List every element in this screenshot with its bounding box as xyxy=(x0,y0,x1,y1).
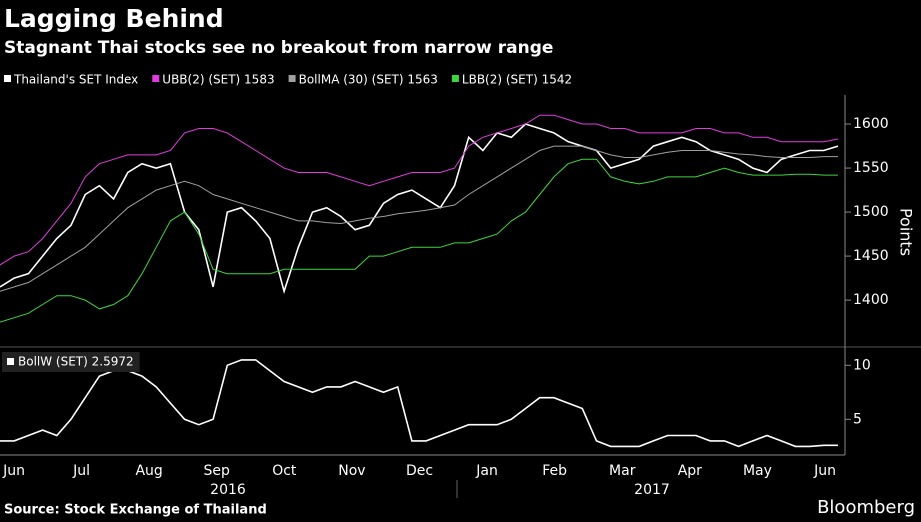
x-tick-label: Sep xyxy=(204,463,231,479)
x-tick-label: Apr xyxy=(678,463,702,479)
legend-label: LBB(2) (SET) 1542 xyxy=(462,73,572,87)
y-tick-label: 1450 xyxy=(853,248,889,264)
chart-title: Lagging Behind xyxy=(4,4,224,33)
x-tick-label: Nov xyxy=(338,463,365,479)
brand: Bloomberg xyxy=(817,497,915,518)
legend-swatch xyxy=(451,75,459,82)
x-tick-label: Jun xyxy=(813,463,836,479)
x-tick-label: Jan xyxy=(475,463,498,479)
y-tick-label: 1550 xyxy=(853,160,889,176)
y-axis-title: Points xyxy=(897,208,916,256)
legend-swatch xyxy=(152,75,160,82)
legend-label: BollMA (30) (SET) 1563 xyxy=(299,73,438,87)
x-year-label: 2016 xyxy=(210,482,246,498)
y-tick-label: 1400 xyxy=(853,292,889,308)
x-tick-label: Aug xyxy=(135,463,162,479)
series-line xyxy=(0,145,838,292)
series-line xyxy=(0,158,838,323)
x-tick-label: Oct xyxy=(272,463,297,479)
x-tick-label: Jun xyxy=(2,463,25,479)
series-line xyxy=(0,359,838,448)
legend-label: UBB(2) (SET) 1583 xyxy=(162,73,274,87)
series-line xyxy=(0,123,839,295)
legend-label: Thailand's SET Index xyxy=(13,73,138,87)
y-tick-label: 10 xyxy=(853,357,871,373)
legend-swatch xyxy=(7,358,14,365)
legend-box xyxy=(2,352,140,372)
y-tick-label: 1600 xyxy=(853,116,889,132)
x-year-label: 2017 xyxy=(634,482,670,498)
y-tick-label: 5 xyxy=(853,411,862,427)
series-line xyxy=(0,114,839,266)
legend-label: BollW (SET) 2.5972 xyxy=(18,355,134,369)
legend-swatch xyxy=(4,75,11,82)
x-tick-label: Dec xyxy=(406,463,433,479)
x-tick-label: Jul xyxy=(72,463,90,479)
y-tick-label: 1500 xyxy=(853,204,889,220)
chart-subtitle: Stagnant Thai stocks see no breakout fro… xyxy=(4,38,553,58)
source: Source: Stock Exchange of Thailand xyxy=(4,503,267,518)
x-tick-label: Mar xyxy=(609,463,636,479)
x-tick-label: May xyxy=(743,463,772,479)
x-tick-label: Feb xyxy=(542,463,567,479)
legend-swatch xyxy=(288,75,296,82)
